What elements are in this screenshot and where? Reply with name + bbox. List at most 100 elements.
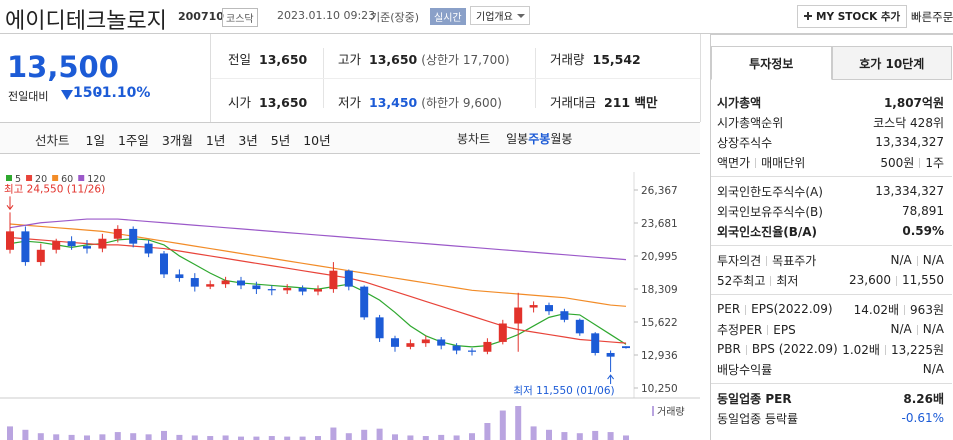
info-label-text: PBR (717, 342, 741, 356)
info-label-text: 52주최고 (717, 273, 766, 288)
volume-bar (145, 434, 152, 440)
candle-body (52, 241, 61, 250)
period-button[interactable]: 10년 (303, 133, 331, 148)
period-button[interactable]: 1주일 (117, 133, 149, 148)
company-overview-button[interactable]: 기업개요 (470, 6, 530, 25)
info-value: N/A (923, 362, 944, 376)
basis: 기준(장중) (370, 11, 420, 24)
my-stock-label: MY STOCK 추가 (816, 11, 901, 23)
info-tab[interactable]: 투자정보 (711, 46, 832, 80)
market-badge: 코스닥 (222, 8, 258, 27)
info-tab[interactable]: 호가 10단계 (831, 46, 952, 80)
period-button[interactable]: 3개월 (161, 133, 193, 148)
period-button[interactable]: 1년 (205, 133, 226, 148)
volume-bar (284, 436, 291, 440)
my-stock-button[interactable]: MY STOCK 추가 (797, 5, 908, 28)
info-value: 1.02배 13,225원 (842, 341, 944, 358)
candle-body (267, 289, 276, 291)
candle-body (545, 305, 553, 312)
info-section: PER EPS(2022.09) 14.02배 963원 추정PER EPS N/A N/A P… (711, 295, 952, 384)
separator (767, 325, 769, 335)
candle-body (36, 249, 45, 263)
moving-average-line (9, 223, 627, 307)
info-label: 추정PER EPS (717, 321, 796, 338)
volume-bar (576, 433, 583, 440)
info-label-text: 동일업종 등락률 (717, 411, 799, 426)
volume-bar (422, 436, 429, 440)
y-tick-label: 10,250 (641, 383, 678, 395)
period-button[interactable]: 1일 (85, 133, 105, 148)
info-row: 외국인한도주식수(A) 13,334,327 (711, 181, 952, 201)
info-row: 52주최고 최저 23,600 11,550 (711, 270, 952, 290)
candle-body (514, 307, 523, 324)
separator (896, 275, 897, 286)
period-button[interactable]: 주봉 (528, 132, 551, 146)
info-value-text: 500원 (880, 155, 915, 170)
candle-body (298, 287, 307, 292)
volume-bar (84, 435, 90, 440)
info-row: 외국인보유주식수(B) 78,891 (711, 201, 952, 221)
separator (770, 276, 772, 286)
info-value-text: 13,334,327 (875, 184, 944, 198)
info-label-text: 추정PER (717, 322, 763, 337)
candle-body (190, 278, 199, 287)
summary-label: 전일 (228, 52, 252, 67)
candle-body (252, 285, 261, 290)
stock-chart: 26,367 23,681 20,995 18,309 15,622 12,936 10,2… (0, 172, 700, 440)
info-label: 상장주식수 (717, 134, 772, 151)
info-value-text: N/A (922, 253, 944, 267)
summary-cell: 전일 13,650 (228, 49, 307, 68)
volume-bar (176, 434, 183, 440)
candle-body (237, 280, 245, 286)
candle-body (437, 339, 446, 346)
info-value-text: N/A (922, 362, 944, 376)
info-label: 52주최고 최저 (717, 272, 798, 289)
info-label-text: 시가총액순위 (717, 115, 784, 130)
volume-bar (99, 434, 106, 440)
summary-cell: 저가 13,450 (하한가 9,600) (338, 92, 502, 111)
volume-bar (499, 410, 506, 440)
info-label-text: EPS (773, 322, 796, 337)
moving-average-line (9, 236, 627, 344)
chart-type-label: 선차트 (35, 133, 70, 148)
info-value-text: 78,891 (902, 204, 944, 218)
info-label-text: 최저 (776, 273, 799, 288)
candle-body (391, 338, 399, 347)
volume-bar (222, 435, 229, 440)
period-button[interactable]: 월봉 (550, 132, 573, 146)
info-label: 외국인한도주식수(A) (717, 183, 823, 200)
volume-bar (53, 434, 60, 440)
info-value: 23,600 11,550 (849, 273, 944, 287)
summary-value: 13,650 (259, 95, 308, 110)
info-row: 상장주식수 13,334,327 (711, 132, 952, 152)
volume-bar (130, 433, 137, 440)
summary-cell: 고가 13,650 (상한가 17,700) (338, 49, 510, 68)
info-value: N/A N/A (891, 322, 944, 336)
candle-body (129, 228, 138, 244)
period-button[interactable]: 일봉 (506, 132, 529, 146)
current-price: 13,500 (7, 50, 119, 84)
info-value: 13,334,327 (875, 135, 944, 149)
summary-label: 거래대금 (550, 95, 597, 110)
separator (745, 344, 747, 355)
volume-bar (161, 430, 167, 440)
quick-order-link[interactable]: 빠른주문 (911, 10, 953, 24)
info-label: 동일업종 PER (717, 390, 792, 407)
volume-bar (407, 435, 414, 440)
info-value-text: 13,225원 (890, 342, 944, 357)
y-tick-label: 23,681 (641, 218, 678, 230)
separator (904, 305, 906, 315)
volume-bar (7, 426, 13, 440)
period-button[interactable]: 5년 (270, 133, 291, 148)
volume-bar (345, 433, 352, 440)
volume-label: 거래량 (657, 406, 685, 418)
stock-name: 에이디테크놀로지 (5, 9, 167, 34)
volume-bar (438, 434, 445, 440)
summary-value: 211 백만 (604, 95, 658, 110)
candle-body (406, 343, 415, 347)
info-label-text: 외국인한도주식수(A) (717, 184, 823, 199)
period-button[interactable]: 3년 (238, 133, 258, 148)
info-section: 동일업종 PER 8.26배 동일업종 등락률 -0.61% (711, 384, 952, 432)
